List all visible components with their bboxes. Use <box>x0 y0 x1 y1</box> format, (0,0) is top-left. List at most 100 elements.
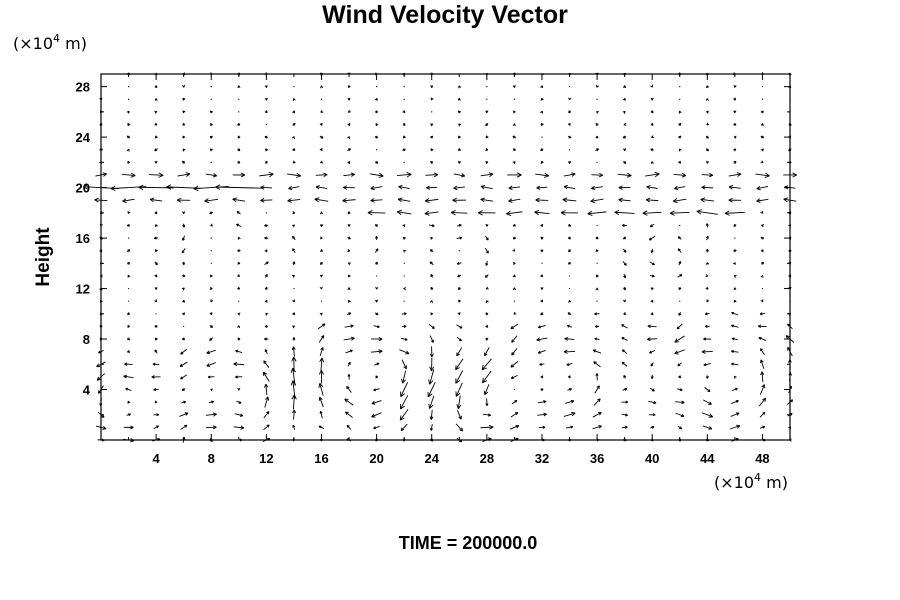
wind-vector-head <box>212 425 217 428</box>
x-tick: 28 <box>480 74 494 466</box>
wind-vector-head <box>185 172 191 175</box>
wind-vector <box>317 323 326 330</box>
wind-vector-shaft <box>761 371 764 383</box>
wind-vector-head <box>728 186 733 190</box>
wind-vector-dot <box>568 86 571 88</box>
wind-vector-shaft <box>95 425 107 430</box>
wind-vector-head <box>347 212 351 215</box>
wind-vector-head <box>240 413 244 417</box>
wind-vector-head <box>733 249 737 251</box>
wind-vector <box>650 438 654 442</box>
wind-vector-head <box>288 188 293 191</box>
wind-vector-head <box>761 160 764 163</box>
wind-vector-head <box>489 426 494 430</box>
wind-vector <box>232 172 246 178</box>
wind-vector-head <box>562 197 568 200</box>
y-tick-label: 8 <box>83 332 90 347</box>
y-unit-suffix: m) <box>60 34 87 53</box>
wind-vector-shaft <box>343 173 355 177</box>
wind-vector <box>731 362 739 366</box>
wind-vector-head <box>704 313 708 316</box>
wind-vector-head <box>287 198 292 202</box>
wind-vector-shaft <box>346 386 352 393</box>
wind-vector-shaft <box>621 413 628 416</box>
wind-vector <box>480 172 494 177</box>
wind-vector-shaft <box>758 337 767 341</box>
wind-vector <box>732 262 736 266</box>
wind-vector <box>264 223 269 227</box>
wind-vector-shaft <box>701 174 713 176</box>
wind-vector <box>314 197 329 203</box>
wind-vector-head <box>206 363 210 367</box>
wind-vector <box>783 172 797 178</box>
wind-vector <box>263 424 270 431</box>
wind-vector <box>430 123 434 127</box>
wind-vector <box>155 249 158 253</box>
wind-vector <box>343 185 355 190</box>
wind-vector <box>347 72 351 76</box>
wind-vector-head <box>623 72 626 75</box>
wind-vector-head <box>151 376 155 379</box>
wind-vector-head <box>540 110 543 114</box>
wind-vector <box>264 135 268 139</box>
wind-vector-head <box>516 174 522 178</box>
wind-vector-head <box>265 110 268 113</box>
wind-vector-shaft <box>373 426 380 429</box>
wind-vector <box>481 358 492 371</box>
wind-vector-head <box>701 351 706 354</box>
wind-vector-head <box>103 173 107 177</box>
wind-vector-head <box>756 185 761 190</box>
wind-vector-dot <box>265 212 267 214</box>
wind-vector-head <box>126 135 129 139</box>
wind-vector <box>673 172 687 178</box>
wind-vector-head <box>429 261 432 265</box>
wind-vector <box>614 209 635 216</box>
wind-vector <box>485 135 489 139</box>
wind-vector <box>209 324 214 328</box>
wind-vector <box>318 425 325 429</box>
wind-vector-head <box>459 429 463 432</box>
wind-vector-head <box>403 366 407 370</box>
wind-vector-head <box>400 393 405 398</box>
wind-vector-shaft <box>204 198 218 202</box>
wind-vector-shaft <box>702 399 712 405</box>
wind-vector <box>292 235 296 241</box>
wind-vector-shaft <box>98 385 104 394</box>
wind-vector-head <box>432 224 435 227</box>
wind-vector-shaft <box>344 398 354 406</box>
wind-vector <box>373 426 380 430</box>
wind-vector-head <box>540 236 543 240</box>
wind-vector-head <box>211 312 213 315</box>
wind-vector <box>617 172 632 178</box>
wind-vector-head <box>482 380 488 384</box>
wind-vector-shaft <box>506 211 523 215</box>
wind-vector <box>151 375 161 379</box>
wind-vector <box>563 185 576 190</box>
wind-vector <box>320 248 324 252</box>
wind-vector-head <box>678 148 681 152</box>
wind-vector-head <box>458 148 461 151</box>
wind-vector-head <box>370 185 375 189</box>
wind-vector-shaft <box>424 211 439 215</box>
wind-vector-head <box>318 383 321 388</box>
wind-vector <box>621 400 629 404</box>
wind-vector-shaft <box>674 349 686 354</box>
wind-vector <box>565 399 575 404</box>
wind-vector <box>623 273 627 279</box>
wind-vector <box>293 86 295 88</box>
wind-vector <box>347 136 350 139</box>
wind-vector-shaft <box>455 382 463 397</box>
wind-vector-head <box>292 211 296 214</box>
wind-vector-dot <box>486 86 488 88</box>
wind-vector-shaft <box>510 361 519 368</box>
wind-vector-head <box>406 173 412 178</box>
wind-vector <box>347 211 351 215</box>
wind-vector-shaft <box>456 347 463 357</box>
wind-vector-shaft <box>292 380 296 399</box>
wind-vector <box>623 85 627 88</box>
wind-vector <box>733 97 737 101</box>
wind-vector <box>319 438 324 442</box>
wind-vector-shaft <box>675 401 685 404</box>
wind-vector-head <box>426 185 430 189</box>
wind-vector-head <box>264 383 267 388</box>
